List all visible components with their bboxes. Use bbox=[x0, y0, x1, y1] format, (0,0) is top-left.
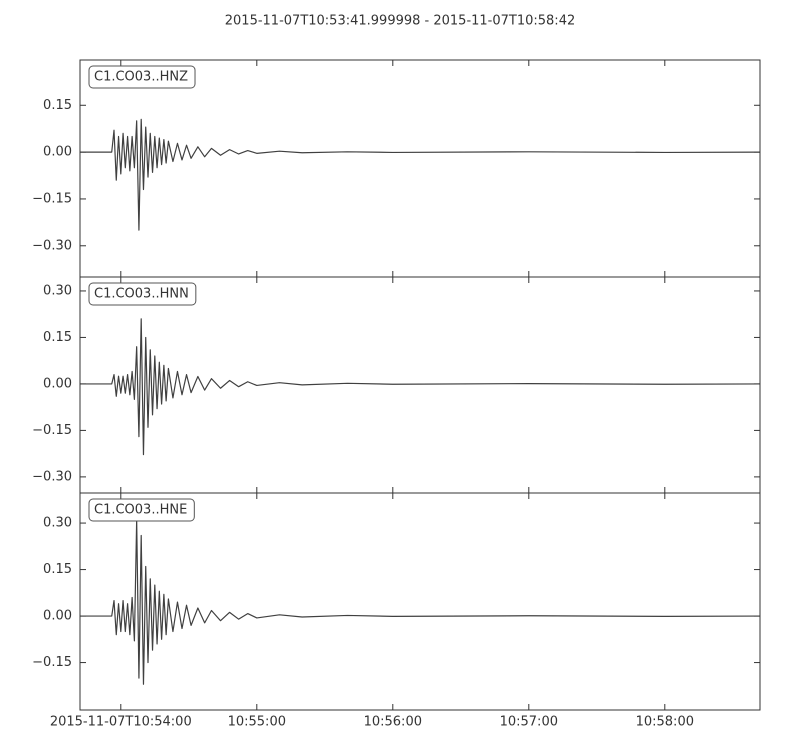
y-tick-label: −0.30 bbox=[32, 238, 72, 253]
trace-label: C1.CO03..HNZ bbox=[94, 70, 188, 85]
waveform bbox=[80, 118, 761, 231]
trace-label: C1.CO03..HNE bbox=[94, 503, 187, 518]
trace-label-box bbox=[88, 282, 197, 306]
y-tick-label: 0.30 bbox=[43, 516, 72, 531]
figure-title: 2015-11-07T10:53:41.999998 - 2015-11-07T… bbox=[225, 14, 575, 29]
y-tick-label: 0.15 bbox=[43, 330, 72, 345]
y-tick-label: 0.00 bbox=[43, 376, 72, 391]
waveform bbox=[80, 519, 761, 685]
trace-label-box bbox=[88, 498, 195, 522]
x-tick-label: 2015-11-07T10:54:00 bbox=[50, 715, 192, 730]
y-tick-label: 0.00 bbox=[43, 145, 72, 160]
y-tick-label: −0.15 bbox=[32, 655, 72, 670]
y-tick-label: 0.30 bbox=[43, 283, 72, 298]
x-tick-label: 10:58:00 bbox=[636, 715, 694, 730]
x-tick-label: 10:56:00 bbox=[364, 715, 422, 730]
x-tick-label: 10:55:00 bbox=[228, 715, 286, 730]
waveform bbox=[80, 318, 761, 456]
axes-frame bbox=[79, 492, 761, 711]
y-tick-label: 0.00 bbox=[43, 609, 72, 624]
y-tick-label: −0.15 bbox=[32, 191, 72, 206]
trace-label-box bbox=[88, 65, 196, 89]
y-tick-label: 0.15 bbox=[43, 98, 72, 113]
y-tick-label: 0.15 bbox=[43, 562, 72, 577]
y-tick-label: −0.30 bbox=[32, 469, 72, 484]
trace-label: C1.CO03..HNN bbox=[94, 287, 189, 302]
x-tick-label: 10:57:00 bbox=[500, 715, 558, 730]
y-tick-label: −0.15 bbox=[32, 423, 72, 438]
